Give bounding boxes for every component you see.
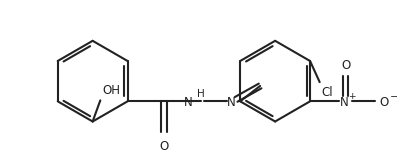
- Text: O: O: [379, 96, 389, 109]
- Text: N: N: [227, 96, 236, 109]
- Text: H: H: [197, 89, 204, 99]
- Text: O: O: [341, 59, 350, 72]
- Text: O: O: [160, 140, 169, 153]
- Text: −: −: [390, 91, 397, 102]
- Text: N: N: [184, 96, 193, 109]
- Text: OH: OH: [102, 85, 120, 97]
- Text: Cl: Cl: [322, 86, 333, 99]
- Text: +: +: [349, 92, 356, 101]
- Text: N: N: [340, 96, 349, 109]
